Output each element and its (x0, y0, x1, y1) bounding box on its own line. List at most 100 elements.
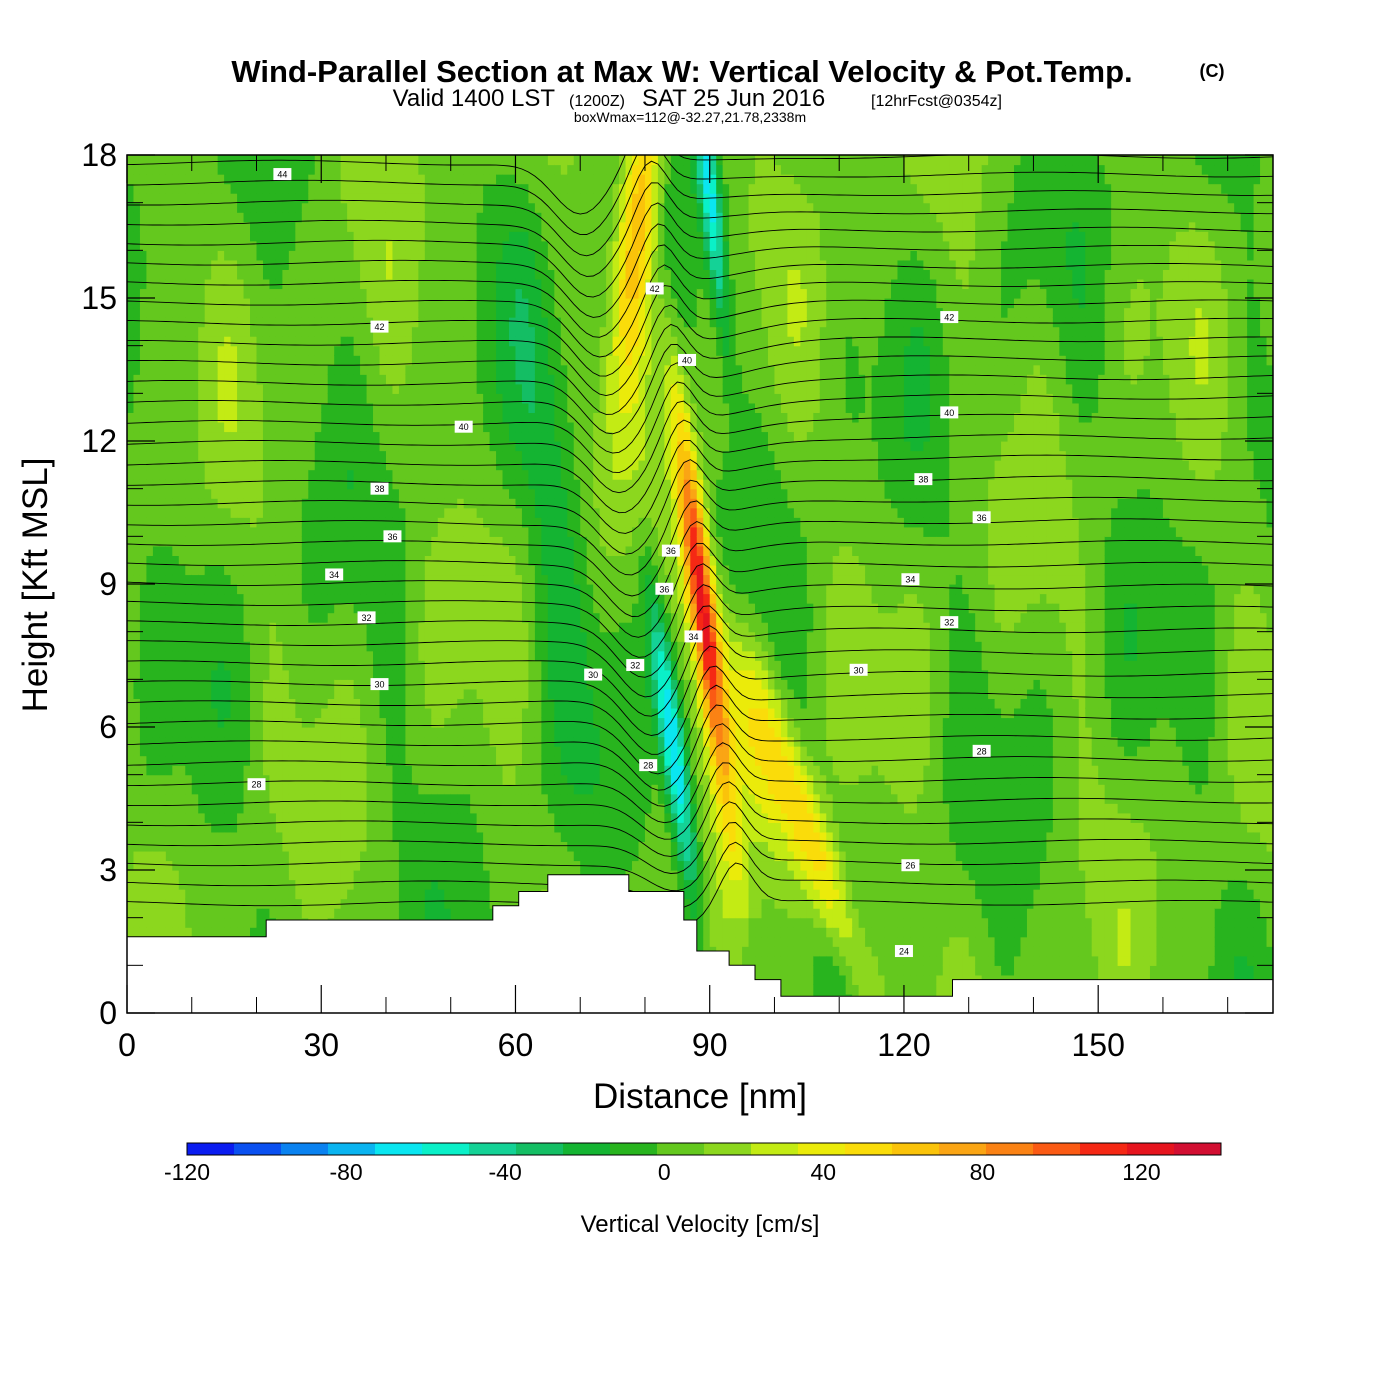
field-cell (146, 374, 154, 385)
field-cell (405, 231, 413, 242)
field-cell (198, 622, 206, 633)
field-cell (411, 574, 419, 585)
field-cell (405, 364, 413, 375)
field-cell (321, 698, 329, 709)
field-cell (146, 383, 154, 394)
field-cell (282, 269, 290, 280)
field-cell (217, 889, 225, 900)
field-cell (476, 831, 484, 842)
field-cell (366, 755, 374, 766)
field-cell (470, 536, 478, 547)
field-cell (139, 507, 148, 518)
field-cell (185, 307, 193, 318)
field-cell (295, 593, 303, 604)
field-cell (217, 908, 225, 919)
field-cell (243, 326, 251, 337)
field-cell (237, 765, 245, 776)
field-cell (444, 155, 452, 166)
field-cell (444, 555, 452, 566)
field-cell (133, 498, 141, 509)
field-cell (314, 908, 322, 919)
field-cell (159, 688, 167, 699)
field-cell (301, 288, 309, 299)
field-cell (450, 383, 458, 394)
field-cell (353, 784, 361, 795)
field-cell (321, 202, 329, 213)
field-cell (211, 336, 219, 347)
field-cell (178, 393, 186, 404)
field-cell (424, 774, 432, 785)
field-cell (353, 803, 361, 814)
field-cell (237, 545, 245, 556)
field-cell (152, 155, 160, 166)
field-cell (237, 622, 245, 633)
field-cell (347, 250, 355, 261)
field-cell (366, 774, 374, 785)
field-cell (262, 212, 271, 223)
field-cell (360, 841, 368, 852)
field-cell (178, 383, 186, 394)
field-cell (347, 669, 355, 680)
field-cell (211, 164, 219, 175)
field-cell (340, 831, 348, 842)
field-cell (295, 450, 303, 461)
field-cell (269, 612, 277, 623)
field-cell (243, 660, 251, 671)
field-cell (256, 812, 264, 823)
field-cell (450, 765, 458, 776)
field-cell (450, 688, 458, 699)
field-cell (172, 250, 180, 261)
field-cell (470, 555, 478, 566)
field-cell (457, 669, 465, 680)
field-cell (211, 545, 219, 556)
field-cell (230, 345, 238, 356)
field-cell (360, 908, 368, 919)
field-cell (450, 212, 458, 223)
field-cell (178, 669, 186, 680)
field-cell (243, 298, 251, 309)
field-cell (224, 202, 232, 213)
field-cell (470, 707, 478, 719)
field-cell (392, 193, 400, 204)
field-cell (385, 631, 394, 642)
field-cell (385, 278, 394, 290)
field-cell (198, 812, 206, 823)
field-cell (146, 545, 154, 556)
field-cell (411, 870, 419, 881)
field-cell (411, 221, 419, 232)
field-cell (152, 307, 160, 318)
field-cell (314, 870, 322, 881)
field-cell (243, 784, 251, 795)
field-cell (308, 221, 316, 232)
field-cell (243, 908, 251, 919)
field-cell (321, 498, 329, 509)
field-cell (392, 841, 400, 852)
field-cell (262, 688, 271, 699)
field-cell (224, 774, 232, 785)
field-cell (269, 393, 277, 404)
field-cell (262, 517, 271, 528)
field-cell (392, 727, 400, 738)
field-cell (217, 517, 225, 528)
field-cell (185, 727, 193, 738)
field-cell (411, 183, 419, 194)
field-cell (437, 374, 445, 385)
field-cell (230, 164, 238, 175)
field-cell (321, 545, 329, 556)
field-cell (217, 421, 225, 433)
field-cell (172, 412, 180, 423)
field-cell (424, 259, 432, 270)
field-cell (463, 746, 471, 757)
field-cell (152, 460, 160, 471)
field-cell (321, 746, 329, 757)
field-cell (243, 841, 251, 852)
field-cell (127, 879, 135, 890)
field-cell (314, 393, 322, 404)
field-cell (243, 850, 251, 862)
field-cell (133, 517, 141, 528)
field-cell (237, 784, 245, 795)
field-cell (405, 288, 413, 299)
field-cell (243, 889, 251, 900)
field-cell (347, 784, 355, 795)
field-cell (237, 584, 245, 595)
